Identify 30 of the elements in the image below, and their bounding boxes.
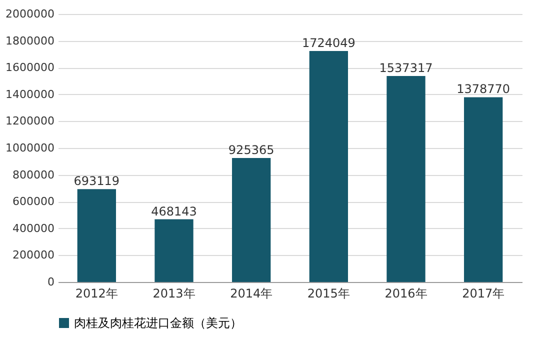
y-tick-label: 600000 bbox=[12, 195, 54, 208]
data-label: 468143 bbox=[151, 204, 197, 218]
y-tick-label: 200000 bbox=[12, 248, 54, 262]
data-label: 1724049 bbox=[302, 36, 356, 50]
y-tick-label: 800000 bbox=[12, 168, 54, 182]
x-tick-label: 2017年 bbox=[462, 286, 505, 300]
x-tick-label: 2015年 bbox=[307, 286, 350, 300]
data-label: 1537317 bbox=[379, 61, 433, 75]
y-tick-label: 1000000 bbox=[6, 142, 54, 154]
data-label: 693119 bbox=[74, 174, 120, 188]
bar bbox=[154, 219, 194, 282]
data-label: 925365 bbox=[228, 143, 274, 157]
x-tick-label: 2012年 bbox=[75, 286, 118, 300]
y-tick-label: 2000000 bbox=[6, 8, 54, 20]
bar bbox=[386, 76, 426, 282]
y-tick-label: 400000 bbox=[12, 222, 54, 235]
legend-label: 肉桂及肉桂花进口金额（美元） bbox=[74, 316, 242, 330]
bar bbox=[309, 50, 348, 282]
y-tick-label: 1800000 bbox=[6, 34, 54, 48]
x-tick-label: 2016年 bbox=[384, 286, 428, 300]
x-tick-label: 2014年 bbox=[230, 286, 273, 300]
y-tick-label: 1600000 bbox=[6, 61, 54, 74]
y-tick-label: 0 bbox=[48, 276, 54, 288]
data-label: 1378770 bbox=[456, 82, 510, 96]
bar bbox=[77, 189, 116, 282]
y-tick-label: 1400000 bbox=[6, 88, 54, 101]
x-tick-label: 2013年 bbox=[152, 286, 196, 300]
bar bbox=[232, 158, 271, 282]
bar bbox=[464, 97, 503, 282]
y-tick-label: 1200000 bbox=[6, 114, 54, 128]
